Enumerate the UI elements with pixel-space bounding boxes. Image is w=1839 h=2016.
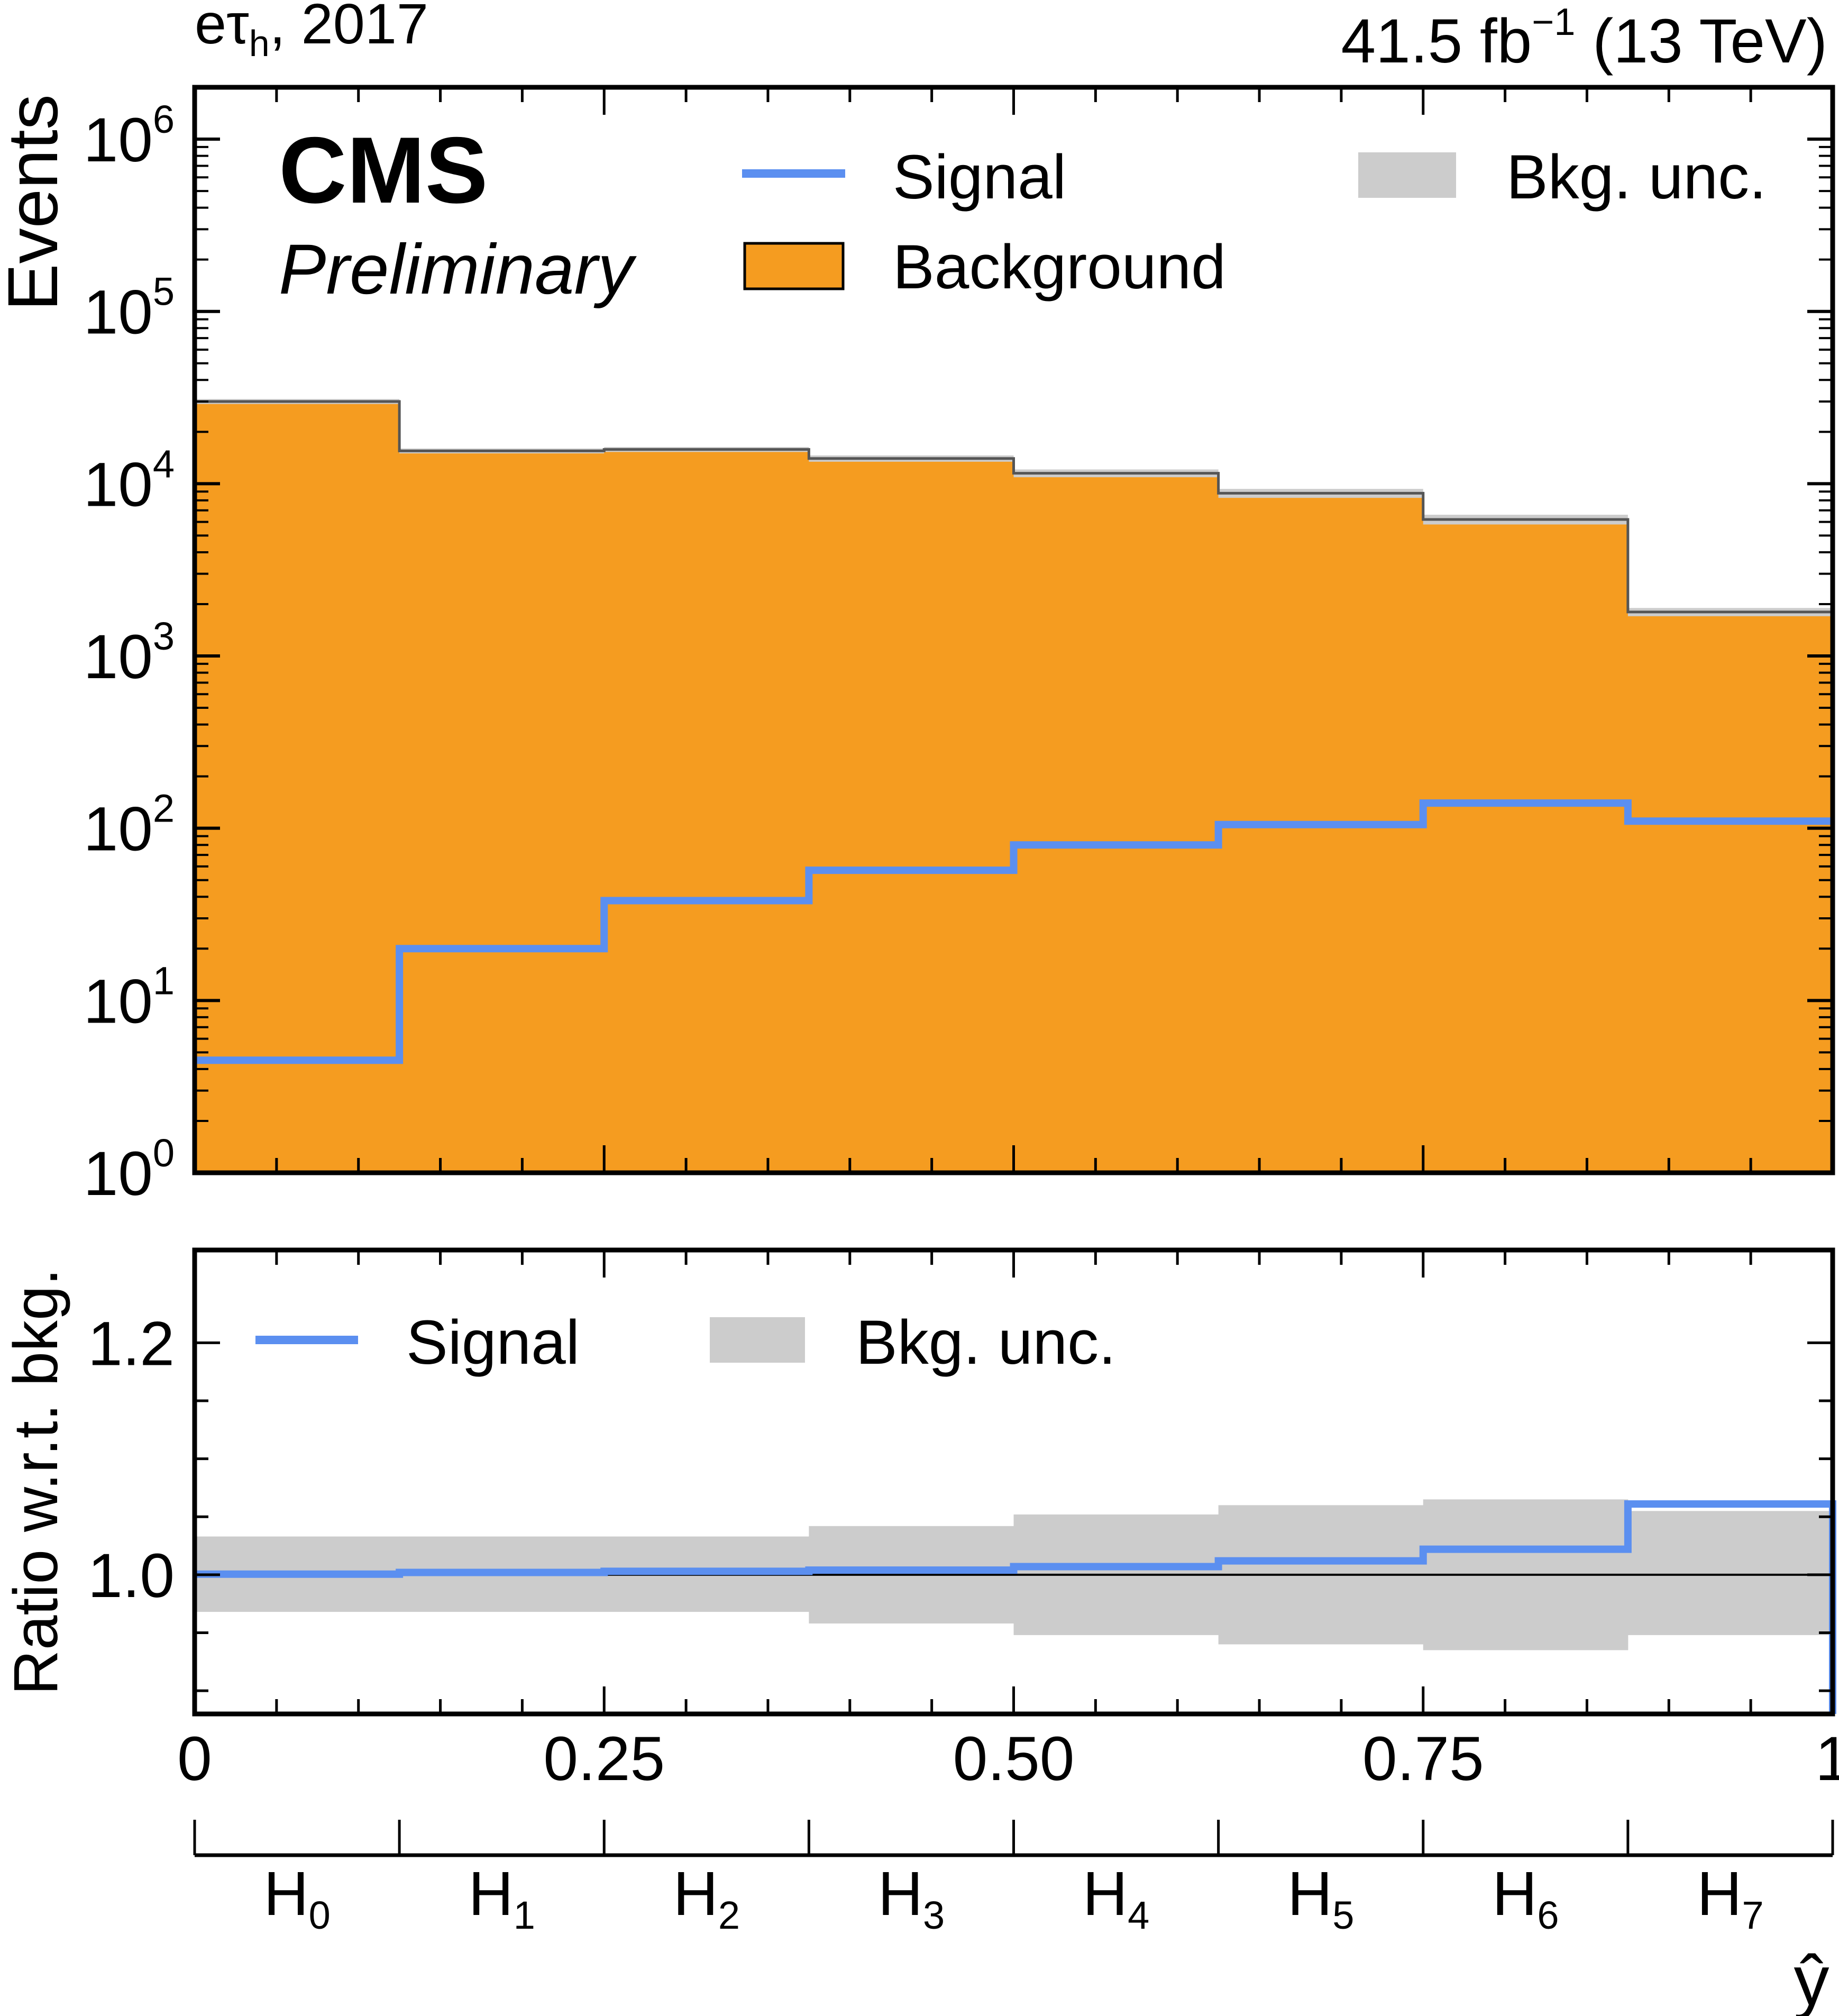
ratio-signal-line — [195, 1500, 1836, 1714]
cms-label: CMS — [279, 117, 488, 223]
background-bar-4 — [1013, 473, 1219, 1173]
x-tick-label: 0.25 — [543, 1724, 665, 1794]
legend-background-swatch — [743, 242, 845, 290]
ratio-panel: 1.0 1.2 0 0.25 0.50 0.75 1 Signal Bkg. unc. Ra… — [1, 1247, 1839, 1794]
y-tick-label: 102 — [84, 787, 175, 864]
background-histogram — [195, 401, 1833, 1173]
background-outline — [195, 400, 1834, 1173]
ratio-y-tick-label: 1.2 — [88, 1309, 175, 1379]
category-label-1: H1 — [469, 1859, 535, 1937]
background-bar-7 — [1627, 612, 1833, 1173]
ratio-unc-band-7 — [1627, 1511, 1833, 1635]
x-tick-label: 0.50 — [953, 1724, 1075, 1794]
top-y-axis-label: Events — [0, 94, 72, 311]
ratio-legend-unc-swatch — [710, 1317, 805, 1363]
top-axis-ticks: 100 101 102 103 104 105 106 — [84, 86, 1834, 1209]
category-label-4: H4 — [1083, 1859, 1149, 1937]
background-bar-2 — [604, 449, 809, 1173]
background-bar-1 — [399, 451, 605, 1173]
preliminary-label: Preliminary — [279, 230, 637, 309]
category-label-5: H5 — [1287, 1859, 1354, 1937]
x-tick-label: 0.75 — [1362, 1724, 1484, 1794]
category-axis-ticks — [193, 1820, 1834, 1855]
category-label-7: H7 — [1697, 1859, 1763, 1937]
y-tick-label: 104 — [84, 442, 175, 519]
background-bar-6 — [1423, 519, 1628, 1173]
legend-background-label: Background — [893, 232, 1226, 302]
ratio-legend-unc-label: Bkg. unc. — [856, 1308, 1116, 1378]
category-label-6: H6 — [1492, 1859, 1559, 1937]
background-bar-0 — [195, 401, 400, 1173]
signal-line — [195, 799, 1833, 1064]
top-plot-frame — [192, 85, 1835, 1175]
x-tick-label: 1 — [1815, 1724, 1839, 1794]
y-tick-label: 103 — [84, 614, 175, 692]
category-axis: H0 H1 H2 H3 H4 H5 H6 H7 ŷ — [193, 1820, 1834, 2016]
ratio-y-tick-label: 1.0 — [88, 1541, 175, 1611]
category-label-3: H3 — [878, 1859, 945, 1937]
y-tick-label: 106 — [84, 97, 175, 175]
y-tick-label: 101 — [84, 959, 175, 1036]
luminosity-label: 41.5 fb−1 (13 TeV) — [1341, 1, 1827, 76]
x-tick-label: 0 — [177, 1724, 212, 1794]
legend-unc-swatch — [1358, 152, 1456, 198]
background-bar-3 — [809, 458, 1014, 1173]
channel-label: eτh, 2017 — [195, 0, 428, 64]
main-histogram-panel: 100 101 102 103 104 105 106 CMS Preliminary Si… — [0, 85, 1835, 1209]
category-label-2: H2 — [673, 1859, 740, 1937]
category-label-0: H0 — [263, 1859, 330, 1937]
ratio-y-axis-label: Ratio w.r.t. bkg. — [1, 1269, 71, 1695]
y-tick-label: 105 — [84, 270, 175, 348]
legend-signal-label: Signal — [893, 142, 1066, 212]
legend-unc-label: Bkg. unc. — [1506, 142, 1767, 212]
x-axis-label: ŷ — [1794, 1941, 1829, 2016]
category-axis-labels: H0 H1 H2 H3 H4 H5 H6 H7 — [263, 1859, 1763, 1937]
ratio-legend-signal-label: Signal — [406, 1308, 580, 1378]
y-tick-label: 100 — [84, 1131, 175, 1209]
ratio-plot-frame — [192, 1247, 1835, 1717]
background-bar-5 — [1218, 493, 1424, 1173]
